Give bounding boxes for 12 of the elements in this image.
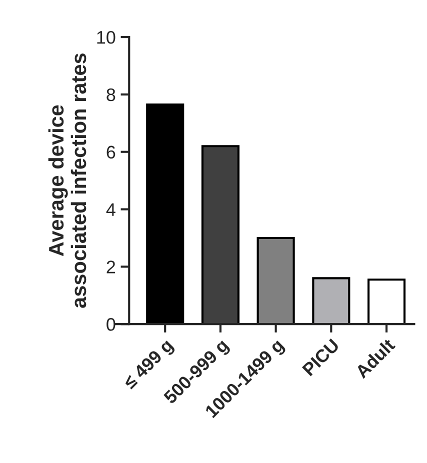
y-tick-label: 6 [106,146,116,159]
bar [367,278,406,324]
y-tick-label: 10 [97,30,116,44]
bar [256,236,295,324]
y-axis-title: Average device associated infection rates [48,53,86,308]
bar [201,145,240,324]
bar [312,277,350,324]
y-tick-label: 8 [106,88,116,102]
y-tick-label: 2 [106,260,116,274]
y-tick-label: 0 [106,318,116,331]
y-tick-label: 4 [106,203,116,216]
bar [146,103,184,324]
